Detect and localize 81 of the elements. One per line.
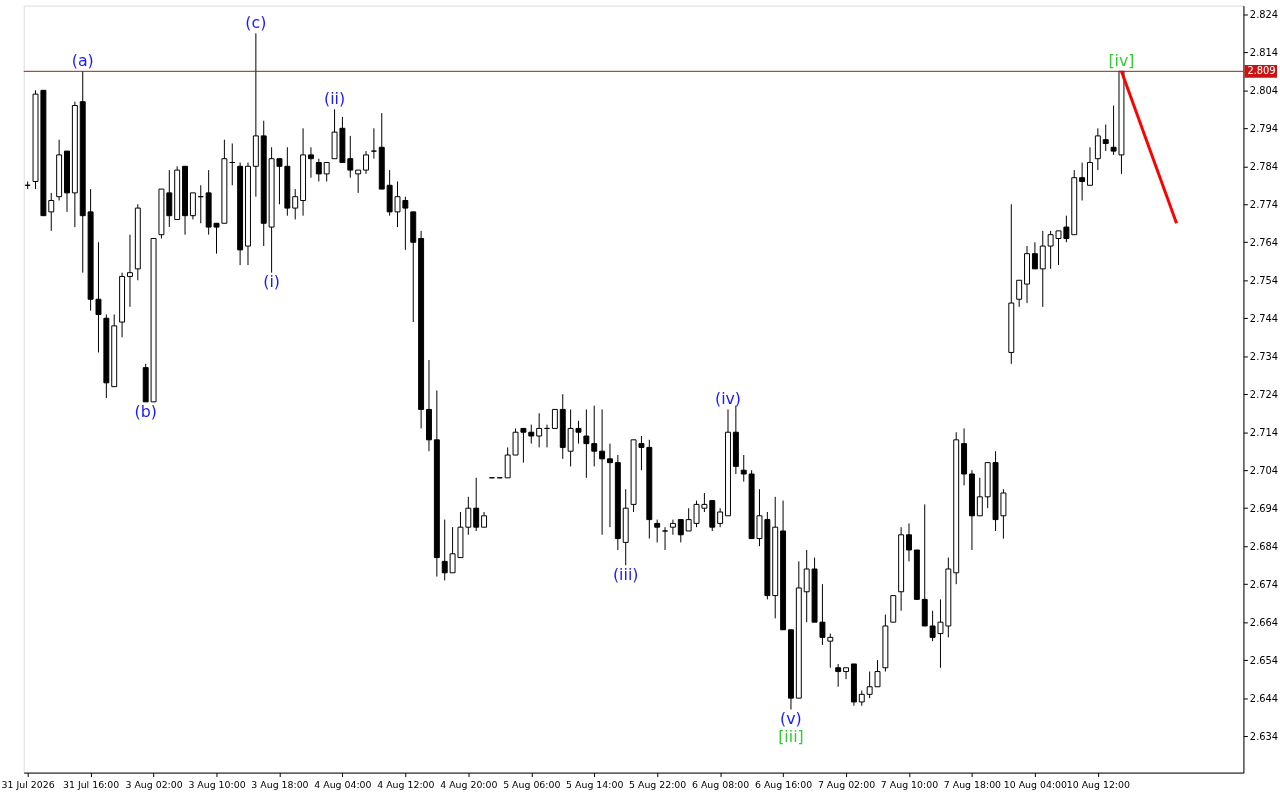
- annotation: (iii): [612, 565, 639, 585]
- candlestick: [126, 234, 133, 308]
- candlestick: [1016, 279, 1023, 308]
- y-tick-label: 2.734: [1249, 350, 1279, 362]
- candlestick: [607, 443, 613, 528]
- x-tick-label: 4 Aug 20:00: [440, 778, 498, 790]
- candlestick: [669, 519, 676, 536]
- candlestick: [835, 663, 842, 688]
- candlestick: [355, 169, 362, 194]
- candlestick: [363, 150, 369, 175]
- candlestick: [370, 127, 377, 160]
- candlestick: [583, 408, 590, 479]
- x-tick-label: 5 Aug 06:00: [503, 778, 561, 790]
- candlestick: [1102, 124, 1109, 152]
- candlestick: [976, 477, 983, 517]
- y-tick-label: 2.784: [1249, 160, 1279, 172]
- candlestick: [1031, 241, 1038, 270]
- annotation: (a): [71, 51, 94, 71]
- x-tick-label: 10 Aug 12:00: [1066, 778, 1130, 790]
- x-tick-label: 3 Aug 18:00: [251, 778, 309, 790]
- y-tick-label: 2.644: [1249, 692, 1279, 704]
- x-tick-label: 6 Aug 08:00: [692, 778, 750, 790]
- y-tick-label: 2.804: [1249, 84, 1279, 96]
- ref-line-label: 2.809: [1247, 65, 1276, 77]
- x-tick-label: 7 Aug 02:00: [817, 778, 876, 790]
- candlestick: [717, 507, 724, 528]
- y-tick-label: 2.774: [1249, 198, 1279, 210]
- y-tick-label: 2.684: [1249, 540, 1279, 552]
- x-tick-label: 5 Aug 22:00: [629, 778, 687, 790]
- candlestick: [1094, 127, 1101, 171]
- y-tick-label: 2.764: [1249, 236, 1279, 248]
- y-tick-label: 2.824: [1249, 8, 1279, 20]
- candlestick: [307, 146, 314, 179]
- y-tick-label: 2.674: [1249, 578, 1279, 590]
- candlestick: [591, 405, 598, 467]
- candlestick: [323, 162, 330, 182]
- candlestick: [536, 412, 543, 448]
- y-tick-label: 2.694: [1249, 502, 1279, 514]
- y-tick-label: 2.664: [1249, 616, 1279, 628]
- candlestick: [315, 158, 322, 182]
- x-tick-label: 6 Aug 16:00: [754, 778, 813, 790]
- y-tick-label: 2.714: [1249, 426, 1279, 438]
- annotation: (ii): [324, 89, 346, 109]
- annotation: (v): [780, 709, 802, 729]
- x-tick-label: 5 Aug 14:00: [566, 778, 624, 790]
- x-tick-label: 10 Aug 04:00: [1003, 778, 1068, 790]
- annotation: (i): [263, 272, 280, 292]
- x-tick-label: 7 Aug 10:00: [880, 778, 939, 790]
- x-tick-label: 31 Jul 2026: [1, 778, 55, 790]
- x-tick-label: 4 Aug 04:00: [314, 778, 372, 790]
- y-tick-label: 2.704: [1249, 464, 1279, 476]
- candlestick: [906, 522, 912, 562]
- y-tick-label: 2.654: [1249, 654, 1279, 666]
- candlestick: [677, 519, 684, 543]
- candlestick: [599, 408, 606, 536]
- candlestick: [1087, 146, 1093, 186]
- annotation: [iii]: [778, 727, 804, 747]
- candlestick: [473, 477, 480, 532]
- candlestick: [1079, 162, 1086, 201]
- candlestick: [662, 526, 669, 551]
- y-tick-label: 2.744: [1249, 312, 1279, 324]
- candlestick: [654, 519, 661, 543]
- x-tick-label: 4 Aug 12:00: [377, 778, 435, 790]
- y-tick-label: 2.754: [1249, 274, 1279, 286]
- candlestick: [1039, 230, 1046, 308]
- candlestick: [551, 408, 558, 429]
- x-tick-label: 3 Aug 02:00: [125, 778, 183, 790]
- y-tick-label: 2.634: [1249, 730, 1279, 742]
- x-tick-label: 31 Jul 16:00: [62, 778, 120, 790]
- annotation: (iv): [714, 389, 742, 409]
- annotation: (c): [245, 13, 267, 33]
- x-tick-label: 7 Aug 18:00: [943, 778, 1002, 790]
- candlestick: [189, 192, 196, 220]
- candlestick: [292, 188, 299, 220]
- y-tick-label: 2.794: [1249, 122, 1279, 134]
- y-tick-label: 2.724: [1249, 388, 1279, 400]
- y-tick-label: 2.814: [1249, 46, 1279, 58]
- annotation: (b): [134, 401, 157, 421]
- candlestick: [843, 667, 850, 680]
- x-tick-label: 3 Aug 10:00: [188, 778, 246, 790]
- annotation: [iv]: [1108, 51, 1135, 71]
